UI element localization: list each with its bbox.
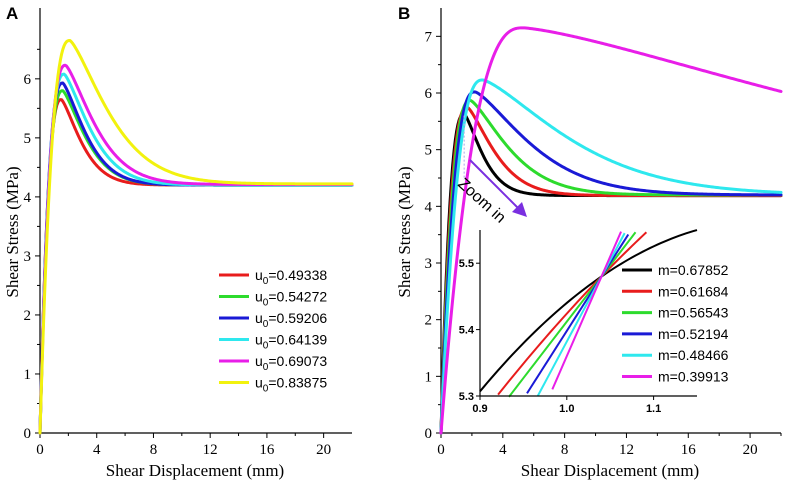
y-tick-label: 4 bbox=[425, 199, 433, 215]
legend-entry: u0=0.59206 bbox=[255, 310, 327, 330]
x-tick-label: 20 bbox=[316, 442, 331, 458]
legend-entry: m=0.61684 bbox=[658, 283, 729, 299]
y-tick-label: 2 bbox=[425, 313, 433, 329]
legend-entry: m=0.56543 bbox=[658, 305, 729, 321]
x-tick-label: 4 bbox=[499, 442, 507, 458]
inset-x-tick-label: 1.1 bbox=[646, 403, 661, 415]
series-line-4 bbox=[439, 90, 783, 435]
y-tick-label: 7 bbox=[425, 29, 433, 45]
inset-y-tick-label: 5.4 bbox=[459, 325, 475, 337]
x-tick-label: 12 bbox=[619, 442, 634, 458]
panel-b-inset: 0.9 1.0 1.1 5.3 5.4 5.5 bbox=[459, 229, 698, 415]
x-tick-label: 0 bbox=[36, 442, 44, 458]
y-tick-label: 1 bbox=[425, 369, 433, 385]
legend-entry: m=0.39913 bbox=[658, 369, 729, 385]
inset-y-tick-label: 5.3 bbox=[459, 391, 474, 403]
y-tick-label: 5 bbox=[425, 143, 433, 159]
y-tick-label: 1 bbox=[24, 367, 32, 383]
y-tick-label: 6 bbox=[425, 86, 433, 102]
legend-entry: u0=0.54272 bbox=[255, 289, 327, 309]
series-line-6 bbox=[439, 26, 783, 435]
panel-a-y-axis-title: Shear Stress (MPa) bbox=[3, 166, 22, 297]
x-tick-label: 8 bbox=[150, 442, 158, 458]
legend-entry: u0=0.49338 bbox=[255, 267, 327, 287]
y-tick-label: 6 bbox=[24, 72, 32, 88]
panel-b-legend: m=0.67852 m=0.61684 m=0.56543 m=0.52194 m=0.… bbox=[622, 262, 729, 385]
zoom-arrow-shaft bbox=[469, 159, 521, 211]
panel-a-x-axis-title: Shear Displacement (mm) bbox=[106, 461, 284, 480]
inset-x-tick-label: 1.0 bbox=[559, 403, 574, 415]
inset-series-line-5 bbox=[536, 232, 626, 397]
legend-entry: m=0.67852 bbox=[658, 262, 729, 278]
legend-entry: u0=0.83875 bbox=[255, 375, 327, 395]
inset-series-line-1 bbox=[479, 229, 698, 393]
inset-series-line-3 bbox=[508, 231, 637, 398]
y-tick-label: 3 bbox=[425, 256, 433, 272]
legend-entry: u0=0.64139 bbox=[255, 332, 327, 352]
panel-a-legend: u0=0.49338u0=0.54272u0=0.59206u0=0.64139… bbox=[219, 267, 327, 395]
x-tick-label: 8 bbox=[561, 442, 569, 458]
x-tick-label: 20 bbox=[743, 442, 758, 458]
inset-series-line-6 bbox=[551, 231, 622, 390]
panel-b-y-axis-title: Shear Stress (MPa) bbox=[395, 166, 414, 297]
y-tick-label: 0 bbox=[425, 426, 433, 442]
series-line-6 bbox=[38, 39, 354, 435]
zoom-arrow-head bbox=[512, 202, 527, 217]
panel-b-x-axis-title: Shear Displacement (mm) bbox=[521, 461, 699, 480]
inset-series-line-4 bbox=[526, 233, 630, 394]
inset-x-tick-label: 0.9 bbox=[472, 403, 487, 415]
x-tick-label: 16 bbox=[681, 442, 697, 458]
panel-a-label: A bbox=[6, 4, 18, 23]
series-line-5 bbox=[439, 78, 783, 435]
inset-background bbox=[480, 230, 697, 396]
y-tick-label: 3 bbox=[24, 249, 32, 265]
x-tick-label: 0 bbox=[437, 442, 445, 458]
panel-b-label: B bbox=[398, 4, 410, 23]
inset-y-tick-label: 5.5 bbox=[459, 258, 474, 270]
inset-series-line-2 bbox=[497, 231, 648, 396]
x-tick-label: 12 bbox=[203, 442, 218, 458]
y-tick-label: 2 bbox=[24, 308, 32, 324]
legend-entry: m=0.52194 bbox=[658, 326, 729, 342]
y-tick-label: 5 bbox=[24, 131, 32, 147]
x-tick-label: 4 bbox=[93, 442, 101, 458]
y-tick-label: 0 bbox=[24, 426, 32, 442]
legend-entry: u0=0.69073 bbox=[255, 353, 327, 373]
x-tick-label: 16 bbox=[259, 442, 275, 458]
legend-entry: m=0.48466 bbox=[658, 347, 729, 363]
y-tick-label: 4 bbox=[24, 190, 32, 206]
